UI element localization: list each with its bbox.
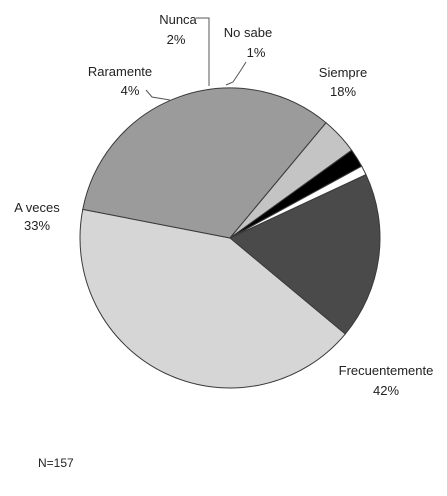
pie-slice-frecuentemente <box>79 208 346 389</box>
slice-label-a-veces: A veces <box>14 200 60 215</box>
pie-slice-siempre <box>229 173 381 335</box>
sample-size-note: N=157 <box>38 456 74 470</box>
slice-label-nunca: Nunca <box>159 12 197 27</box>
leader-line-nunca <box>196 17 210 86</box>
slice-value-a-veces: 33% <box>24 218 50 233</box>
slice-value-frecuentemente: 42% <box>373 383 399 398</box>
pie-slices <box>79 87 381 389</box>
leader-line-raramente <box>145 89 171 101</box>
slice-value-nunca: 2% <box>167 32 186 47</box>
leader-lines <box>145 17 247 101</box>
slice-value-siempre: 18% <box>330 84 356 99</box>
slice-value-no-sabe: 1% <box>247 45 266 60</box>
slice-label-no-sabe: No sabe <box>224 25 272 40</box>
pie-slice-a-veces <box>82 87 327 239</box>
slice-value-raramente: 4% <box>121 83 140 98</box>
leader-line-no-sabe <box>225 61 247 86</box>
slice-label-frecuentemente: Frecuentemente <box>339 363 434 378</box>
slice-label-raramente: Raramente <box>88 64 152 79</box>
pie-slice-no-sabe <box>229 165 367 239</box>
slice-labels: Siempre 18% Frecuentemente 42% A veces 33% Rar… <box>14 12 433 398</box>
slice-label-siempre: Siempre <box>319 65 367 80</box>
